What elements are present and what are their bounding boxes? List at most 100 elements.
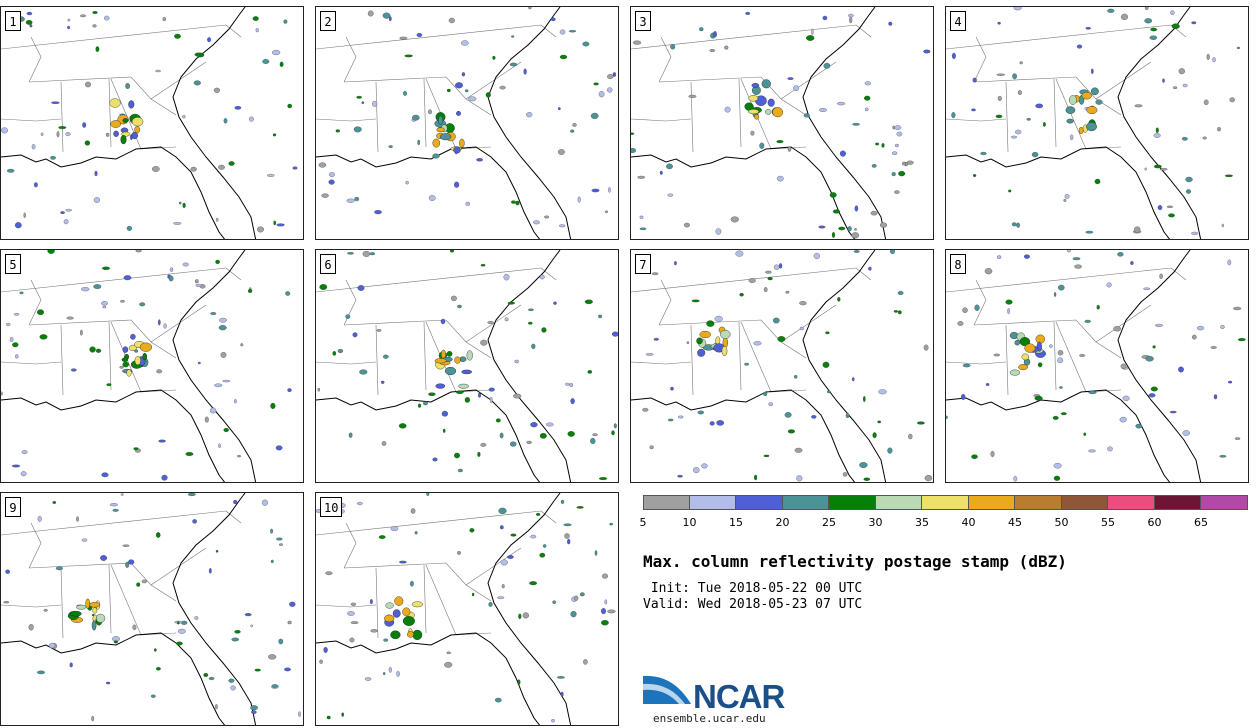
echo-cell [997,96,1002,101]
echo-cell [66,316,74,320]
echo-cell [891,172,896,177]
echo-cell [557,149,565,155]
echo-cell [799,301,807,306]
state-border [658,61,837,100]
echo-cell [1197,325,1205,331]
echo-cell [161,474,168,481]
echo-cell [518,613,522,620]
echo-cell [218,325,227,331]
echo-cell [511,35,515,38]
echo-cell [971,454,978,459]
member-number: 6 [320,254,336,274]
state-border [738,78,742,148]
echo-cell [735,250,744,257]
echo-cell [560,691,564,697]
echo-cell [92,11,98,14]
echo-cell [1043,122,1046,127]
echo-cell [691,299,700,303]
state-border [150,584,177,602]
echo-cell [847,226,852,232]
echo-cell [34,182,38,188]
echo-cell [631,148,637,153]
echo-cell [465,201,470,206]
echo-cell [504,317,509,322]
echo-cell [1219,455,1227,458]
colorbar-tick-label: 40 [961,516,976,529]
echo-cell [1145,355,1154,362]
echo-cell [169,267,174,272]
echo-cell [499,525,504,530]
echo-cell [794,447,803,453]
state-border [375,324,379,396]
echo-cell [819,108,827,112]
state-border [631,24,857,50]
echo-cell [590,112,599,119]
echo-cell [396,670,400,677]
echo-cell [739,292,744,297]
storm-cell [454,356,461,364]
echo-cell [136,582,141,587]
echo-cell [1181,136,1188,141]
echo-cell [222,379,231,383]
echo-cell [1023,254,1030,259]
state-border [1,267,227,293]
echo-cell [153,648,157,652]
state-border [316,510,542,536]
echo-cell [1144,7,1149,11]
echo-cell [321,193,329,198]
echo-cell [255,28,259,33]
echo-cell [194,52,203,57]
storm-cell [89,602,100,608]
echo-cell [763,454,770,458]
echo-cell [1058,284,1065,291]
echo-cell [356,501,363,506]
echo-cell [382,354,389,359]
echo-cell [477,451,481,457]
echo-cell [529,581,537,586]
echo-cell [488,387,495,392]
echo-cell [713,31,717,38]
echo-cell [1185,176,1193,183]
echo-cell [1106,282,1112,288]
state-border [1053,321,1057,391]
echo-cell [1229,97,1235,103]
colorbar-frame [643,495,1248,510]
echo-cell [951,52,956,59]
echo-cell [105,681,111,685]
echo-cell [864,95,871,101]
echo-cell [574,595,579,601]
echo-cell [1157,205,1163,211]
echo-cell [871,164,877,168]
echo-cell [464,89,469,93]
echo-cell [50,155,56,160]
echo-cell [398,423,407,429]
member-number: 7 [635,254,651,274]
storm-cell [466,350,473,361]
echo-cell [1079,354,1086,357]
echo-cell [204,416,209,423]
echo-cell [359,369,368,375]
echo-cell [946,415,948,419]
echo-cell [730,216,739,223]
storm-cell [446,351,453,357]
echo-cell [428,109,432,115]
storm-cell [772,107,783,118]
colorbar-swatch [736,495,783,510]
state-border [1005,81,1009,153]
echo-cell [560,499,565,504]
echo-cell [598,314,603,319]
echo-cell [583,659,588,665]
state-border [946,118,1007,122]
echo-cell [428,392,436,396]
state-border [343,547,522,586]
echo-cell [43,608,48,612]
echo-cell [776,175,784,182]
state-border [658,279,672,326]
storm-cell [390,630,401,640]
stamp-map [1,250,292,482]
echo-cell [535,512,541,516]
stamp-panel-10: 10 [315,492,619,726]
echo-cell [863,396,866,402]
storm-cell [131,131,138,140]
echo-cell [173,222,182,225]
